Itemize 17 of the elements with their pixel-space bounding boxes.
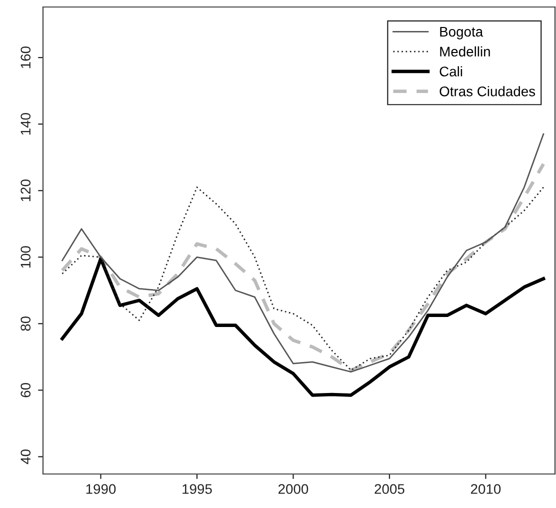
y-tick-label: 40 [20,450,31,464]
line-series [60,257,546,397]
y-tick-label: 100 [20,246,31,268]
x-tick-label: 1995 [182,484,212,494]
x-tick-label: 1990 [86,484,116,494]
y-tick-label: 80 [20,316,31,331]
y-tick-label: 140 [20,113,31,135]
y-tick-label: 160 [20,46,31,68]
y-tick-label: 60 [20,383,31,398]
x-tick-label: 2010 [470,484,501,494]
y-tick-label: 120 [20,180,31,202]
legend-label: Medellin [440,46,490,57]
legend-label: Otras Ciudades [440,86,536,96]
legend-label: Bogota [440,26,484,40]
x-tick-label: 2005 [374,484,404,494]
x-tick-label: 2000 [278,484,308,494]
legend-label: Cali [440,66,462,76]
